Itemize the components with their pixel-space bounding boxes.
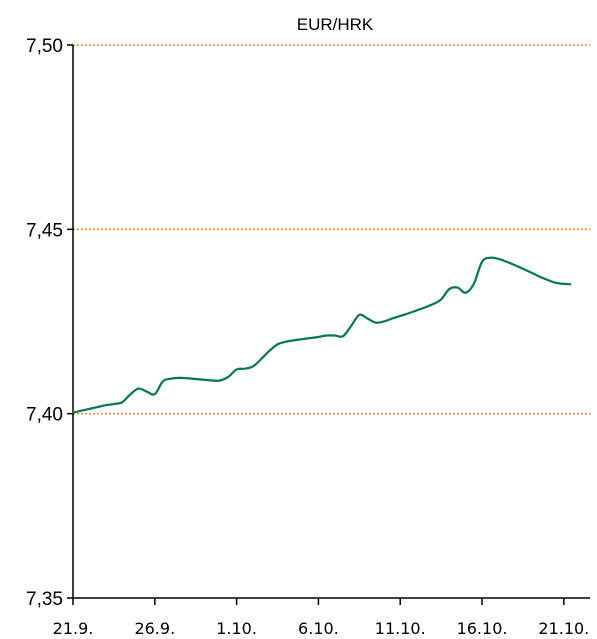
y-tick-label: 7,45 [26,220,63,241]
x-tick-label: 6.10. [298,619,339,638]
y-tick-label: 7,35 [26,589,63,610]
x-tick-label: 21.10. [538,619,589,638]
y-tick-label: 7,50 [26,36,63,57]
series [71,256,572,414]
x-tick-labels: 21.9. 26.9. 1.10. 6.10. 11.10. 16.10. 21.10. [53,619,590,638]
x-tick-label: 1.10. [216,619,257,638]
x-tick-label: 21.9. [53,619,94,638]
y-tick-label: 7,40 [26,405,63,426]
y-tick-labels: 7,50 7,45 7,40 7,35 [26,36,63,610]
x-tick-label: 26.9. [134,619,175,638]
gridlines [73,44,590,415]
chart-title: EUR/HRK [297,15,374,34]
x-tick-label: 11.10. [375,619,426,638]
series-line-eur-hrk [71,256,572,414]
axes [67,44,590,605]
x-tick-label: 16.10. [457,619,508,638]
